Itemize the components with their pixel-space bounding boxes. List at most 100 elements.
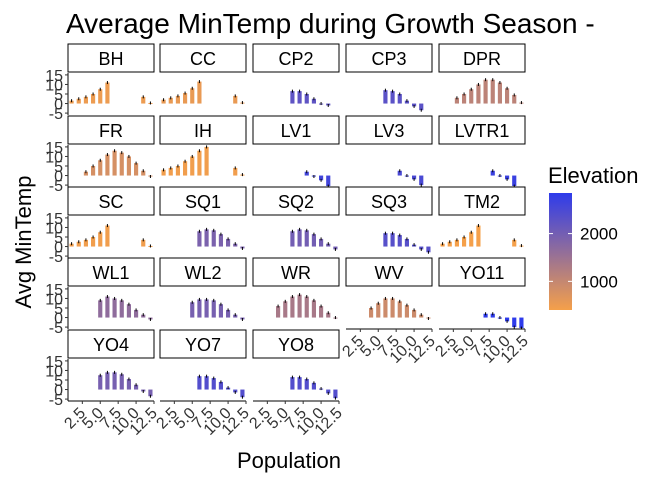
facet-panel: LVTR1 [438,115,526,188]
data-bar [183,161,188,176]
facet-strip-label: LV3 [374,121,405,141]
data-bar [98,232,103,247]
facet-strip-label: YO4 [93,335,129,355]
data-bar [462,94,467,104]
y-tick-label: -5 [49,249,63,266]
data-bar [98,160,103,176]
data-bar [505,175,510,180]
data-bar [390,91,395,104]
x-axis-title: Population [237,448,341,473]
facet-panel: SQ2 [252,186,340,251]
data-bar [161,99,166,104]
facet-strip [159,257,247,287]
data-bar [512,94,517,104]
facet-strip-label: IH [194,121,212,141]
data-bar [412,309,417,318]
data-bar [326,389,331,394]
data-bar [218,381,223,390]
data-bar [119,374,124,390]
chart-title: Average MinTemp during Growth Season - [66,8,595,39]
data-bar [226,309,231,318]
data-bar [190,302,195,318]
facet-strip [345,115,433,145]
data-bar [490,170,495,176]
facet-strip [345,257,433,287]
y-tick-label: 10 [45,291,63,308]
data-bar [168,97,173,104]
y-tick-label: 0 [54,97,63,114]
facet-panel: SQ1 [159,186,247,250]
data-bar [204,146,209,176]
data-bar [190,156,195,176]
facet-strip-label: SQ3 [371,192,407,212]
y-tick-label: 15 [45,140,63,157]
data-bar [483,313,488,318]
y-tick-label: 5 [54,373,63,390]
data-bar [218,304,223,318]
facet-strip-label: SC [98,192,123,212]
data-bar [218,234,223,247]
data-bar [297,91,302,104]
data-bar [119,300,124,318]
data-bar [105,154,110,176]
data-bar [197,150,202,176]
data-bar [126,379,131,390]
facet-strip-label: WR [281,263,311,283]
data-bar [512,317,517,328]
data-bar [505,317,510,322]
y-tick-label: 0 [54,383,63,400]
facet-strip-label: SQ1 [185,192,221,212]
facet-strip-label: YO11 [460,263,505,283]
facet-strip-label: WL1 [92,263,129,283]
y-tick-label: -5 [49,106,63,123]
data-bar [197,231,202,247]
facet-strip-label: YO8 [278,335,314,355]
legend: Elevation 1000 2000 [548,163,639,310]
data-bar [283,301,288,318]
data-bar [311,98,316,104]
data-bar [211,230,216,247]
data-bar [426,246,431,253]
y-tick-label: 5 [54,301,63,318]
data-bar [175,95,180,104]
data-bar [126,304,131,318]
y-tick-label: 0 [54,311,63,328]
data-bar [447,241,452,247]
legend-tick-label: 1000 [580,272,618,291]
data-bar [404,305,409,318]
facet-strip [345,186,433,216]
facet-strip-label: TM2 [464,192,500,212]
data-bar [490,79,495,104]
facet-strip [67,115,155,145]
data-bar [369,308,374,318]
legend-ticks: 1000 2000 [549,225,618,291]
y-tick-label: 15 [45,354,63,371]
facet-strip [252,115,340,145]
data-bar [505,88,510,104]
data-bar [319,175,324,181]
data-bar [297,377,302,390]
data-bar [83,96,88,104]
facet-strip [438,115,526,145]
facet-panel: WR [252,257,340,320]
data-bar [148,389,153,397]
y-tick-label: 15 [45,211,63,228]
facet-panel: CC [159,43,247,105]
data-bar [233,95,238,104]
facet-strip [252,43,340,73]
facet-strip-label: FR [99,121,123,141]
facet-strip [345,43,433,73]
data-bar [276,306,281,318]
facet-panel: WV2.55.07.510.012.5 [339,257,439,367]
y-tick-label: 5 [54,87,63,104]
data-bar [105,372,110,390]
data-bar [112,372,117,390]
facet-strip [67,329,155,359]
data-bar [290,296,295,318]
facet-strip [252,186,340,216]
facet-strip-label: LV1 [281,121,312,141]
